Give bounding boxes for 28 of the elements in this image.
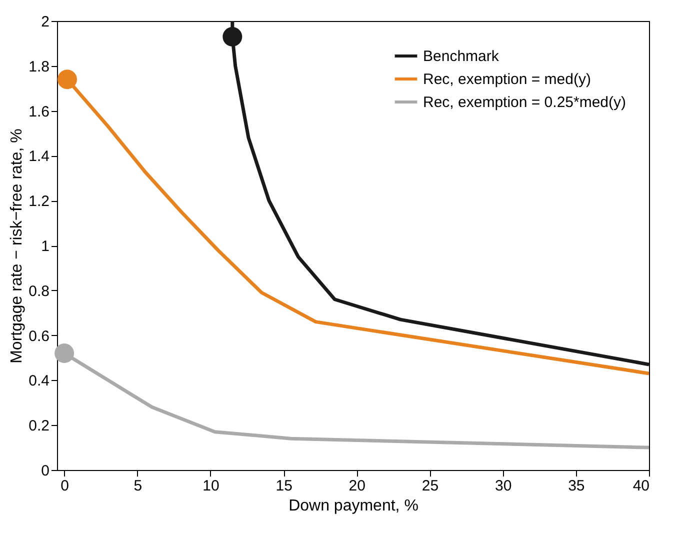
x-tick-label: 25	[422, 478, 439, 494]
y-tick-label: 1	[41, 238, 50, 255]
point	[57, 70, 77, 90]
x-tick-label: 10	[202, 478, 220, 494]
y-tick-label: 0.8	[28, 282, 50, 300]
x-tick-label: 20	[348, 478, 366, 494]
y-axis-title: Mortgage rate − risk−free rate, %	[8, 128, 26, 364]
y-tick-label: 0.4	[28, 372, 50, 390]
x-tick-label: 5	[134, 478, 142, 494]
x-axis-title: Down payment, %	[288, 498, 418, 514]
y-tick-label: 0	[41, 462, 50, 480]
x-tick-label: 40	[632, 478, 650, 494]
y-tick-label: 1.2	[28, 193, 50, 210]
y-tick-label: 0.2	[28, 418, 50, 435]
x-tick-label: 0	[60, 478, 69, 494]
point	[54, 344, 74, 363]
x-tick-label: 35	[568, 478, 585, 494]
legend-label: Rec, exemption = 0.25*med(y)	[423, 94, 626, 111]
x-tick-label: 15	[276, 478, 292, 494]
y-tick-label: 2	[41, 14, 50, 30]
point	[222, 26, 242, 46]
y-tick-label: 1.8	[28, 58, 50, 76]
legend-label: Benchmark	[423, 48, 500, 65]
y-tick-label: 1.4	[28, 148, 50, 166]
legend-label: Rec, exemption = med(y)	[423, 71, 591, 88]
x-tick-label: 30	[494, 478, 512, 494]
y-tick-label: 0.6	[28, 328, 50, 345]
y-tick-label: 1.6	[28, 103, 50, 120]
